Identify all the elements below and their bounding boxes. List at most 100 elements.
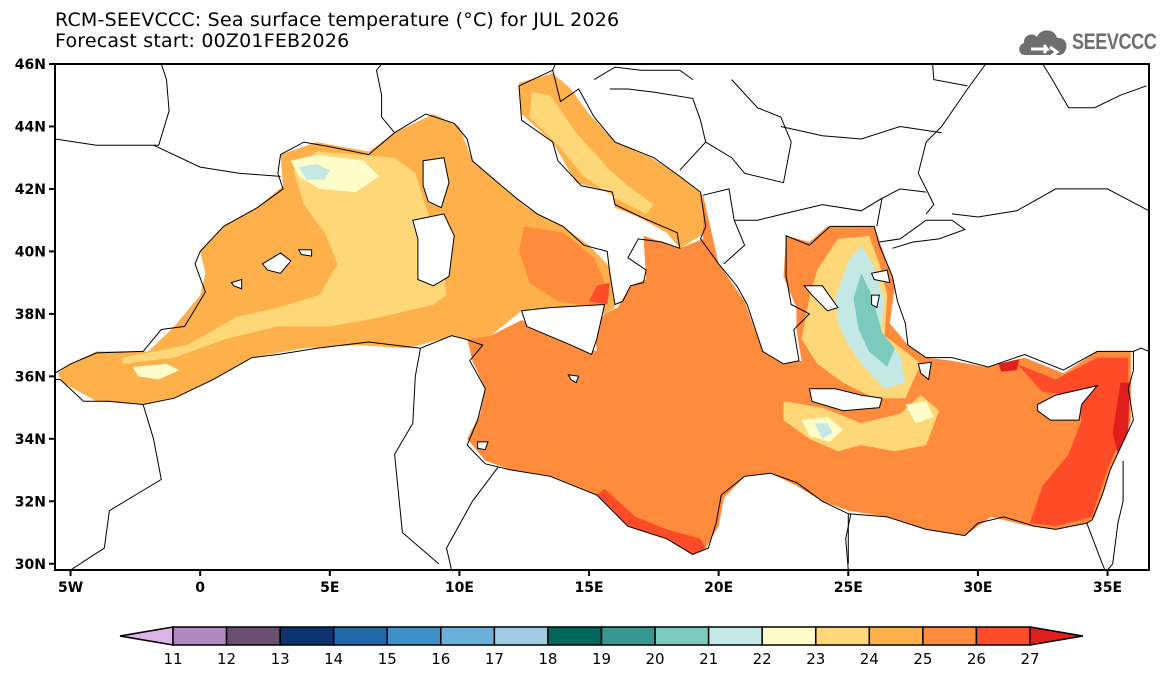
egypt-israel-border	[1086, 522, 1106, 570]
djerba-island	[477, 441, 488, 450]
euboea-island-outline	[803, 285, 839, 312]
colorbar-swatch	[707, 626, 763, 646]
romania-moldova-border	[932, 64, 968, 87]
x-tick-label: 25E	[834, 580, 863, 596]
sicily-island	[521, 304, 605, 355]
chios-island	[871, 295, 880, 308]
chart-subtitle: Forecast start: 00Z01FEB2026	[55, 30, 350, 52]
rhodes-island-outline	[917, 361, 932, 381]
y-tick-label: 46N	[15, 57, 46, 73]
x-tick-label: 15E	[575, 580, 604, 596]
corsica-island-outline	[422, 157, 450, 209]
djerba-island-outline	[477, 441, 489, 451]
adriatic-sea	[519, 73, 706, 249]
colorbar-tick-label: 15	[378, 650, 397, 668]
turkey-north-coast	[951, 188, 1149, 218]
cyprus-island	[1037, 385, 1098, 421]
italy-slovenia-border	[552, 64, 556, 71]
croatia-inland-border	[593, 66, 693, 81]
algeria-tunisia-border	[394, 348, 440, 565]
x-tick-label: 10E	[445, 580, 474, 596]
colorbar-swatch	[493, 626, 549, 646]
marmara-coast	[879, 219, 966, 249]
crete-island-outline	[808, 388, 883, 412]
chios-island-outline	[871, 294, 881, 309]
gulf-of-lion-coldest	[298, 164, 330, 180]
y-tick-label: 36N	[15, 369, 46, 385]
syria-turkey-border	[1133, 347, 1149, 352]
y-tick-label: 40N	[15, 244, 46, 260]
colorbar-tick-label: 27	[1020, 650, 1039, 668]
colorbar-tick-label: 19	[592, 650, 611, 668]
colorbar-tick-label: 13	[271, 650, 290, 668]
alboran-cool	[132, 363, 180, 380]
crete-island	[809, 388, 882, 411]
x-tick-label: 5W	[58, 580, 83, 596]
corsica-island	[423, 157, 449, 208]
seevccc-logo: SEEVCCC	[1017, 25, 1157, 59]
colorbar-swatch	[654, 626, 710, 646]
tunisia-libya-border	[445, 466, 499, 570]
x-tick-label: 20E	[704, 580, 733, 596]
colorbar-tick-label: 20	[646, 650, 665, 668]
y-tick-label: 34N	[15, 432, 46, 448]
colorbar-tick-label: 24	[860, 650, 879, 668]
x-tick-label: 0	[195, 580, 205, 596]
atlantic-morocco-coast	[55, 382, 56, 384]
israel-jordan-border	[1107, 460, 1124, 570]
france-spain-border	[153, 144, 281, 177]
x-tick-label: 5E	[320, 580, 339, 596]
colorbar-swatch	[547, 626, 603, 646]
colorbar-tick-label: 23	[806, 650, 825, 668]
morocco-algeria-border	[70, 404, 162, 570]
romania-bulgaria-border	[780, 125, 942, 140]
colorbar-tick-label: 11	[163, 650, 182, 668]
colorbar-tick-label: 21	[699, 650, 718, 668]
rhodes-island	[918, 362, 932, 380]
colorbar-tick-label: 25	[913, 650, 932, 668]
colorbar-over-arrow	[1029, 626, 1084, 646]
cyprus-island-outline	[1037, 384, 1099, 421]
y-tick-label: 38N	[15, 307, 46, 323]
western-cool-core	[122, 151, 447, 364]
serbia-border	[705, 79, 792, 184]
lesbos-island-outline	[870, 269, 891, 284]
sirte-mild	[697, 501, 719, 524]
menorca-island-outline	[297, 249, 313, 257]
colorbar-swatch	[279, 626, 335, 646]
cilicia-hottest	[998, 359, 1020, 372]
bay-of-biscay-coast	[55, 64, 170, 146]
rhodes-cool	[905, 401, 934, 424]
map-frame	[54, 63, 1150, 571]
south-crete-coldest	[814, 423, 833, 439]
black-sea-west-coast	[917, 64, 987, 215]
mallorca-island-outline	[261, 252, 292, 274]
malta-island	[568, 374, 579, 383]
colorbar: 11 12 13 14 15 16 17 18 19 20 21 22 23 24 25 26 27	[119, 626, 1084, 668]
colorbar-tick-label: 14	[324, 650, 343, 668]
aegean-coldest	[853, 273, 895, 367]
tyrrhenian-warm	[519, 226, 610, 308]
euboea-island	[804, 285, 838, 311]
spain-france-coast	[55, 69, 1134, 555]
logo-text: SEEVCCC	[1072, 29, 1157, 54]
ibiza-island-outline	[230, 278, 243, 290]
x-tick-label: 35E	[1093, 580, 1122, 596]
turkey-bulgaria-border	[881, 188, 927, 199]
y-tick-label: 30N	[15, 557, 46, 573]
tyrrhenian-hot	[589, 282, 610, 305]
adriatic-cool	[529, 92, 654, 214]
sicily-island-outline	[520, 303, 606, 356]
cloud-arrow-icon	[1019, 30, 1067, 59]
y-tick-label: 32N	[15, 494, 46, 510]
gulf-of-lion-cool	[290, 154, 380, 193]
colorbar-swatch	[225, 626, 281, 646]
colorbar-swatch	[440, 626, 496, 646]
libya-egypt-border	[845, 513, 852, 570]
colorbar-swatch	[975, 626, 1031, 646]
colorbar-swatch	[172, 626, 228, 646]
colorbar-swatch	[868, 626, 924, 646]
colorbar-swatch	[922, 626, 978, 646]
mallorca-island	[262, 253, 291, 274]
